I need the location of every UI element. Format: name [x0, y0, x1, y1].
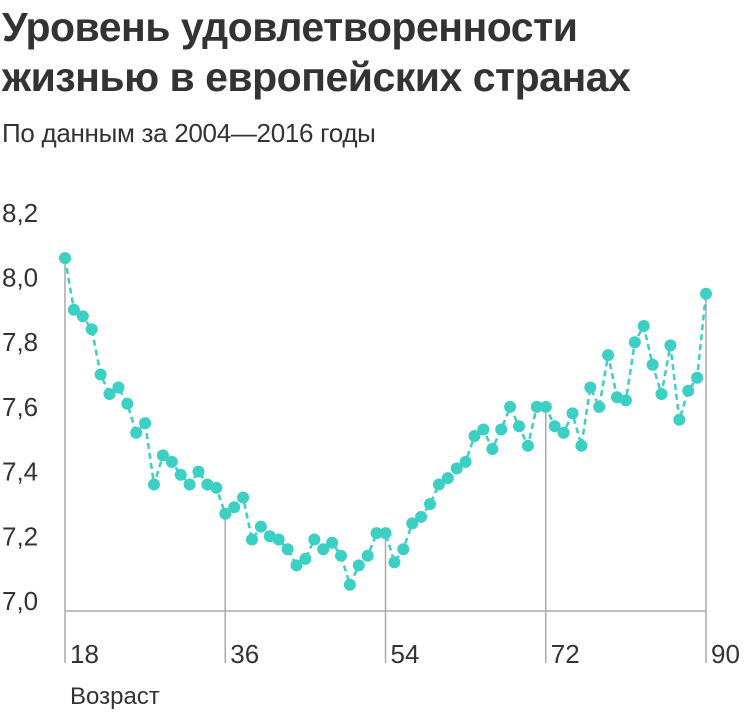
data-point — [628, 336, 641, 349]
data-point — [530, 400, 543, 413]
data-point — [192, 465, 205, 478]
x-tick-label: 36 — [230, 639, 259, 669]
axes — [64, 258, 707, 663]
data-point — [361, 549, 374, 562]
data-point — [424, 498, 436, 510]
data-point — [183, 478, 196, 491]
title-line-1: Уровень удовлетворенности — [2, 4, 578, 50]
data-point — [700, 287, 712, 300]
data-point — [379, 527, 392, 540]
data-point — [343, 578, 356, 591]
x-tick-label: 18 — [70, 639, 99, 669]
data-point — [148, 478, 160, 491]
data-point — [174, 468, 187, 481]
data-point — [130, 426, 143, 439]
data-point — [228, 501, 241, 514]
data-point — [504, 400, 517, 413]
data-point — [85, 323, 98, 336]
data-point — [459, 455, 472, 468]
data-point — [352, 559, 365, 572]
data-point — [593, 400, 606, 413]
x-axis-ticks: 18 36 54 72 90 — [70, 639, 740, 669]
data-point — [103, 388, 116, 400]
data-point — [246, 533, 258, 546]
x-axis-label: Возраст — [70, 683, 160, 710]
data-point — [237, 491, 250, 504]
data-point — [691, 371, 704, 384]
data-point — [156, 449, 169, 462]
data-point — [566, 407, 579, 420]
x-tick-label: 72 — [551, 639, 580, 669]
data-point — [139, 417, 152, 430]
data-point — [67, 303, 80, 316]
data-point — [94, 368, 107, 381]
data-point — [539, 400, 552, 413]
data-point — [299, 552, 312, 565]
data-point — [121, 397, 134, 410]
chart-subtitle: По данным за 2004—2016 годы — [2, 118, 376, 148]
data-point — [335, 549, 347, 562]
data-point — [272, 533, 285, 546]
data-point — [548, 420, 561, 433]
data-point — [308, 533, 321, 546]
data-point — [521, 439, 534, 452]
data-point — [388, 556, 401, 569]
data-point — [468, 430, 481, 442]
data-point — [112, 381, 125, 394]
y-tick-label: 8,2 — [2, 198, 38, 228]
y-tick-label: 7,6 — [2, 392, 38, 422]
data-point — [76, 310, 89, 323]
data-point — [619, 394, 632, 407]
chart-title: Уровень удовлетворенности жизнью в европ… — [2, 2, 631, 102]
data-point-markers — [59, 252, 712, 591]
data-point — [495, 423, 508, 436]
data-point — [210, 481, 223, 494]
data-point — [281, 543, 294, 556]
x-tick-label: 90 — [711, 639, 740, 669]
data-point — [165, 455, 178, 468]
data-point — [406, 517, 419, 530]
data-point — [432, 478, 445, 491]
y-tick-label: 7,4 — [2, 457, 38, 487]
data-point — [575, 439, 588, 452]
data-point — [477, 423, 490, 436]
data-point — [370, 527, 383, 540]
data-point — [602, 349, 615, 362]
y-tick-label: 7,8 — [2, 327, 38, 357]
data-point — [415, 510, 428, 523]
data-point — [664, 339, 677, 352]
y-tick-label: 8,0 — [2, 263, 38, 293]
data-point — [317, 543, 330, 556]
data-point — [557, 426, 570, 439]
title-line-2: жизнью в европейских странах — [2, 54, 631, 100]
data-point — [584, 381, 597, 394]
data-point — [655, 388, 668, 400]
data-point — [682, 384, 695, 397]
data-point — [673, 413, 686, 426]
data-point — [646, 358, 659, 371]
data-point — [513, 420, 525, 433]
data-point — [486, 443, 499, 455]
y-axis-ticks: 7,0 7,2 7,4 7,6 7,8 8,0 8,2 — [2, 198, 38, 616]
x-tick-label: 54 — [391, 639, 420, 669]
data-point — [397, 543, 410, 556]
data-point — [219, 507, 232, 520]
data-point — [441, 472, 454, 485]
data-point — [59, 252, 71, 265]
data-point — [290, 559, 303, 572]
data-point — [254, 520, 267, 533]
data-point — [637, 320, 650, 332]
data-point — [450, 462, 463, 475]
y-tick-label: 7,0 — [2, 586, 38, 616]
y-tick-label: 7,2 — [2, 521, 38, 551]
data-point — [326, 536, 339, 549]
